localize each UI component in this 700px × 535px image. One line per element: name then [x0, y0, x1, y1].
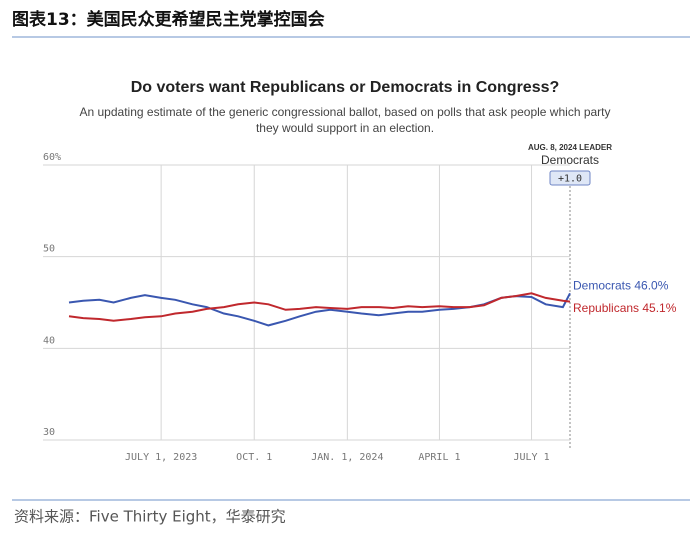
- x-tick-label: JULY 1, 2023: [125, 452, 197, 463]
- source-note: 资料来源：Five Thirty Eight，华泰研究: [14, 508, 286, 526]
- series-line: [68, 292, 571, 327]
- annotation-leader: Democrats: [541, 153, 599, 167]
- y-tick-label: 50: [43, 244, 55, 255]
- annotation-margin: +1.0: [558, 174, 582, 185]
- chart-title: Do voters want Republicans or Democrats …: [131, 79, 560, 96]
- y-tick-label: 40: [43, 335, 55, 346]
- x-tick-label: JAN. 1, 2024: [311, 452, 383, 463]
- annotation-box: [549, 170, 591, 186]
- chart-subtitle: An updating estimate of the generic cong…: [80, 105, 611, 119]
- chart-subtitle: they would support in an election.: [256, 121, 434, 135]
- series-end-label: Democrats 46.0%: [573, 279, 669, 293]
- x-tick-label: APRIL 1: [418, 452, 460, 463]
- x-tick-label: JULY 1: [513, 452, 549, 463]
- x-tick-label: OCT. 1: [236, 452, 272, 463]
- series-line: [68, 292, 571, 322]
- figure-title: 图表13：美国民众更希望民主党掌控国会: [12, 9, 325, 30]
- y-tick-label: 30: [43, 427, 55, 438]
- series-end-label: Republicans 45.1%: [573, 301, 677, 315]
- annotation-date: AUG. 8, 2024 LEADER: [528, 143, 612, 152]
- y-tick-label: 60%: [43, 152, 61, 163]
